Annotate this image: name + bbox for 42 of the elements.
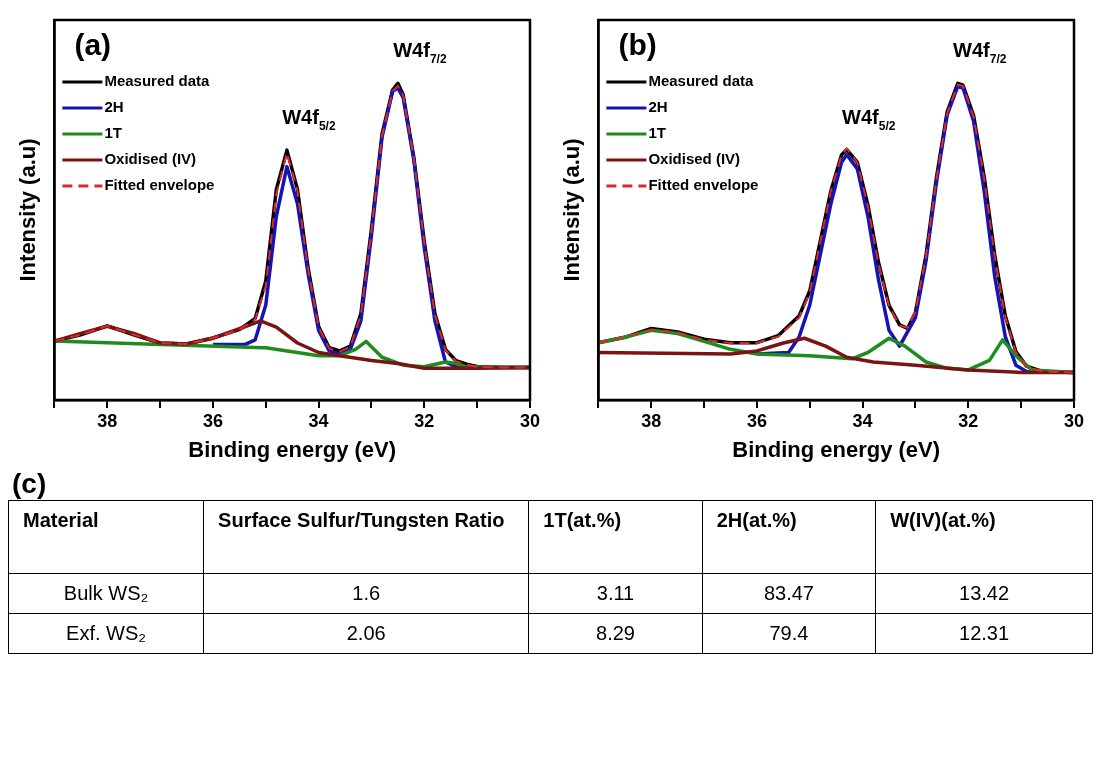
text: 12.31 — [959, 622, 1010, 644]
y-axis-title: Intensity (a.u) — [15, 138, 41, 282]
text: 1.6 — [352, 582, 381, 604]
x-axis-title: Binding energy (eV) — [188, 436, 397, 462]
y-axis-title: Intensity (a.u) — [559, 138, 585, 282]
legend-label: Oxidised (IV) — [648, 150, 741, 168]
legend-label: 1T — [648, 124, 666, 142]
category-label: 2H(at.%) — [702, 500, 876, 574]
x-tick-label: 38 — [97, 410, 118, 431]
legend-label: Measured data — [104, 72, 211, 90]
legend-label: 1T — [104, 124, 122, 142]
text: Exf. WS₂ — [66, 622, 147, 644]
text: 3.11 — [596, 582, 635, 604]
legend-label: Oxidised (IV) — [104, 150, 197, 168]
x-tick-label: 32 — [414, 410, 435, 431]
x-axis-title: Binding energy (eV) — [732, 436, 941, 462]
category-label: Surface Sulfur/Tungsten Ratio — [203, 500, 529, 574]
category-label: W(IV)(at.%) — [875, 500, 1093, 574]
legend-label: Fitted envelope — [104, 176, 215, 194]
legend-label: Fitted envelope — [648, 176, 759, 194]
legend-label: Measured data — [648, 72, 755, 90]
x-tick-label: 30 — [1063, 410, 1085, 431]
x-tick-label: 34 — [852, 410, 873, 431]
text: 13.42 — [959, 582, 1010, 604]
x-tick-label: 32 — [958, 410, 979, 431]
legend-label: 2H — [648, 98, 668, 116]
x-tick-label: 36 — [746, 410, 767, 431]
text: 8.29 — [596, 622, 635, 644]
x-tick-label: 38 — [641, 410, 662, 431]
text: (c) — [12, 468, 48, 500]
x-tick-label: 30 — [519, 410, 541, 431]
category-label: 1T(at.%) — [528, 500, 703, 574]
chart-title: (a) — [74, 28, 112, 62]
text: Bulk WS₂ — [63, 582, 149, 604]
chart-title: (b) — [618, 28, 657, 62]
text: 79.4 — [769, 622, 809, 644]
x-tick-label: 34 — [308, 410, 329, 431]
legend-label: 2H — [104, 98, 124, 116]
text: 2.06 — [346, 622, 386, 644]
text: 83.47 — [763, 582, 814, 604]
x-tick-label: 36 — [202, 410, 223, 431]
category-label: Material — [8, 500, 204, 574]
